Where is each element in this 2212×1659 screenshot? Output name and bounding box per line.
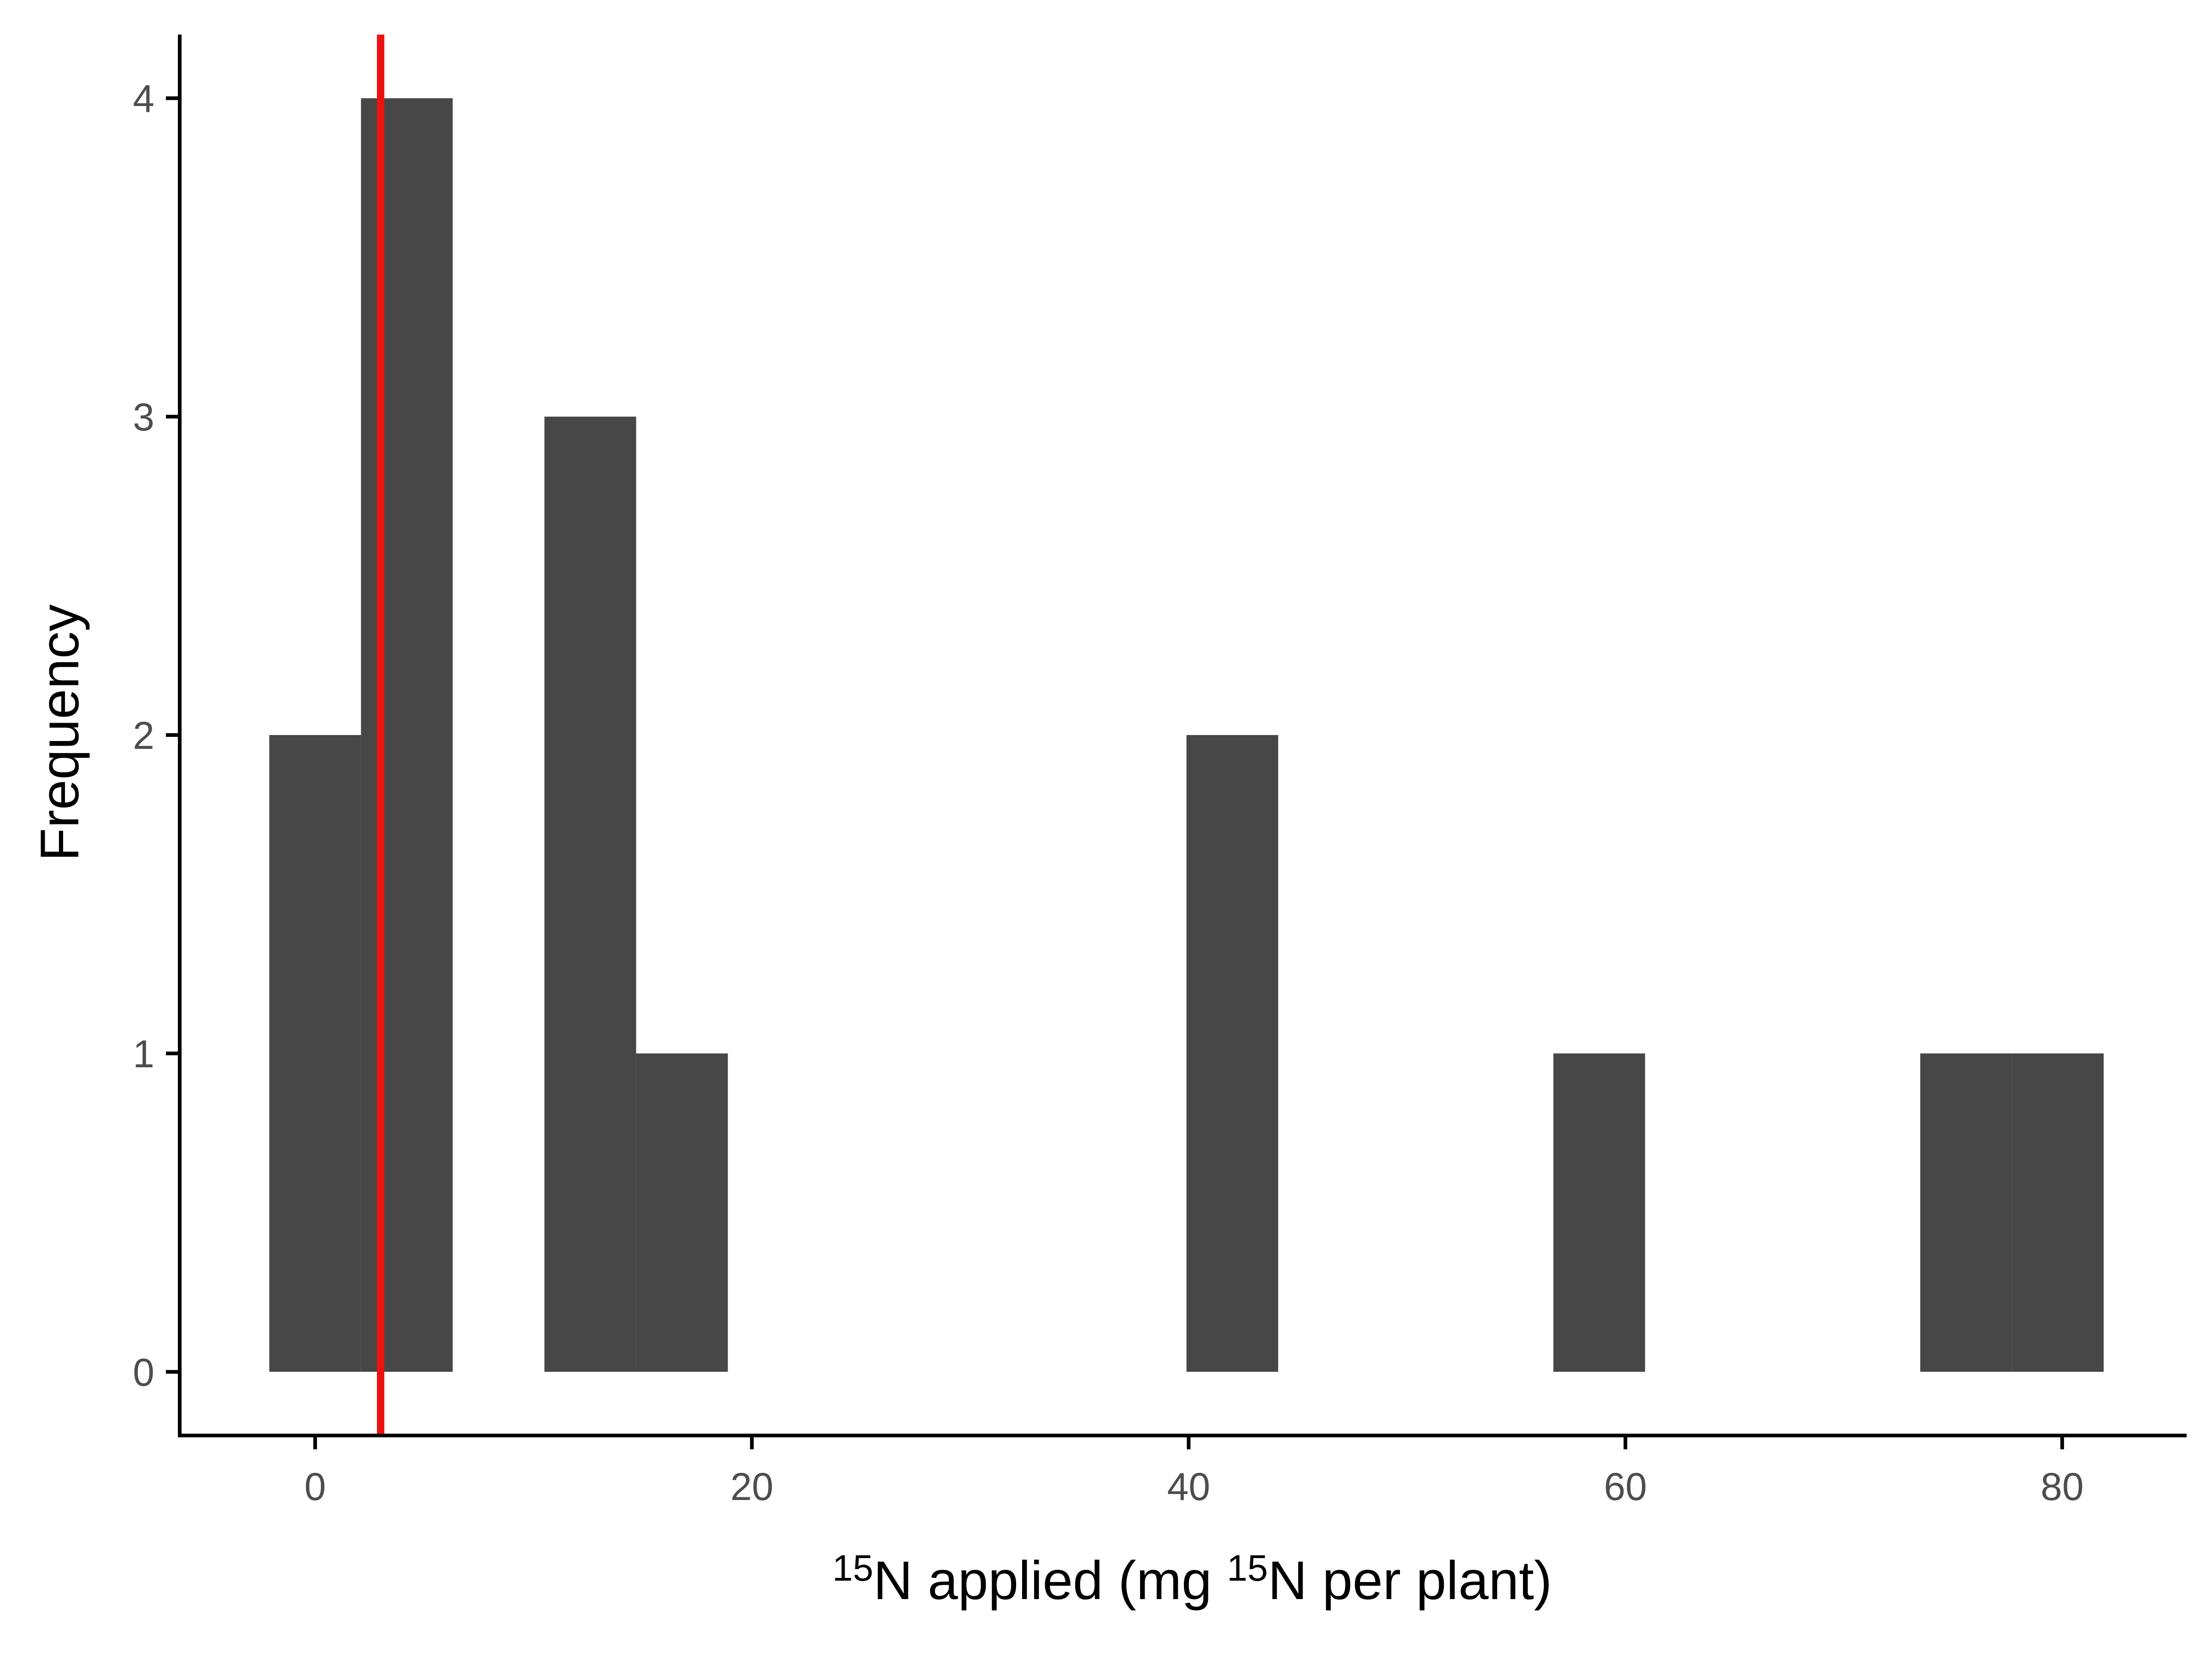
histogram-bar-1: [361, 98, 453, 1372]
histogram-bar-0: [269, 735, 361, 1372]
y-tick-label: 3: [133, 395, 154, 439]
x-tick-label: 20: [730, 1465, 773, 1508]
x-tick-label: 80: [2041, 1465, 2083, 1508]
histogram-bar-7: [2012, 1053, 2104, 1372]
x-axis-title-part-1: N applied (mg: [873, 1550, 1227, 1611]
x-axis-title: 15N applied (mg 15N per plant): [832, 1547, 1552, 1611]
histogram-bar-4: [1186, 735, 1278, 1372]
histogram-bars: [269, 98, 2104, 1372]
histogram-bar-2: [544, 417, 636, 1372]
y-tick-label: 1: [133, 1032, 154, 1076]
x-axis-title-superscript-1: 15: [832, 1547, 873, 1588]
x-tick-label: 0: [304, 1465, 326, 1508]
x-axis-title-part-2: N per plant): [1268, 1550, 1552, 1611]
axes: [178, 35, 2187, 1437]
y-axis-title: Frequency: [29, 604, 90, 861]
histogram-bar-3: [636, 1053, 728, 1372]
y-tick-label: 0: [133, 1351, 154, 1394]
x-axis-title-superscript-2: 15: [1227, 1547, 1268, 1588]
y-tick-label: 2: [133, 714, 154, 757]
x-tick-label: 60: [1604, 1465, 1647, 1508]
y-tick-label: 4: [133, 77, 154, 120]
x-tick-label: 40: [1167, 1465, 1210, 1508]
histogram-bar-5: [1553, 1053, 1645, 1372]
histogram-bar-6: [1920, 1053, 2012, 1372]
